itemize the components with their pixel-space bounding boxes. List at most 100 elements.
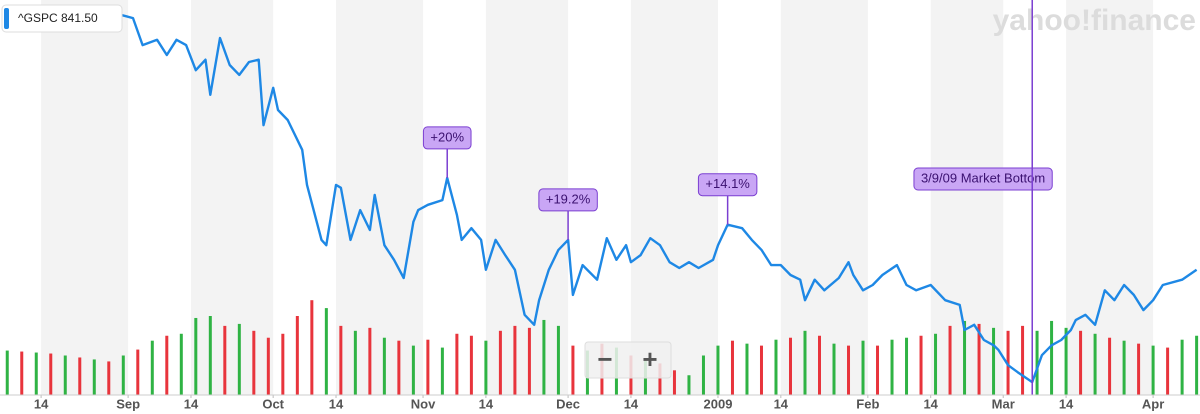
volume-bar — [730, 340, 734, 395]
volume-bar — [527, 327, 531, 395]
volume-bar — [948, 325, 952, 395]
background-stripe — [1066, 0, 1154, 395]
annotation-text: +20% — [430, 129, 464, 144]
volume-bar — [861, 340, 865, 395]
zoom-button[interactable]: − — [597, 344, 612, 374]
annotation: +20% — [422, 126, 472, 178]
volume-bar — [426, 339, 430, 395]
x-tick-label: Dec — [556, 396, 580, 411]
x-tick-label: Oct — [262, 396, 284, 411]
volume-bar — [295, 316, 299, 395]
zoom-panel — [584, 341, 672, 379]
volume-bar — [876, 345, 880, 395]
volume-bar — [905, 337, 909, 395]
volume-bar — [571, 345, 575, 395]
volume-bar — [20, 351, 24, 395]
volume-bar — [339, 325, 343, 395]
volume-bar — [1122, 340, 1126, 395]
volume-bar — [774, 339, 778, 395]
volume-bar — [208, 316, 212, 395]
zoom-button[interactable]: + — [642, 344, 657, 374]
background-stripe — [780, 0, 868, 395]
annotation: +14.1% — [697, 173, 758, 225]
volume-bar — [63, 355, 67, 395]
x-tick-label: 14 — [774, 396, 789, 411]
volume-bar — [440, 347, 444, 395]
volume-bar — [92, 359, 96, 395]
volume-bar — [266, 337, 270, 395]
volume-bar — [1195, 335, 1199, 395]
volume-bar — [223, 325, 227, 395]
volume-bar — [513, 325, 517, 395]
volume-bar — [78, 357, 82, 395]
volume-bar — [411, 345, 415, 395]
zoom-controls: − + — [584, 341, 672, 379]
volume-bar — [150, 340, 154, 395]
x-tick-label: Apr — [1142, 396, 1164, 411]
annotation-box — [913, 167, 1053, 191]
volume-bar — [368, 327, 372, 395]
volume-bar — [1093, 333, 1097, 395]
volume-bar — [469, 335, 473, 395]
volume-bar — [847, 345, 851, 395]
volume-bar — [34, 352, 38, 395]
background-stripe — [336, 0, 424, 395]
x-tick-label: Feb — [856, 396, 879, 411]
volume-bar — [919, 335, 923, 395]
legend-label: ^GSPC 841.50 — [18, 11, 98, 25]
volume-bar — [788, 337, 792, 395]
volume-bar — [310, 300, 314, 395]
volume-bar — [687, 375, 691, 395]
x-tick-label: 2009 — [704, 396, 733, 411]
x-tick-label: 14 — [479, 396, 494, 411]
legend-swatch — [4, 8, 9, 29]
volume-bar — [1180, 339, 1184, 395]
volume-bar — [556, 325, 560, 395]
volume-bar — [252, 330, 256, 395]
volume-bar — [281, 333, 285, 395]
volume-bar — [1035, 330, 1039, 395]
volume-bar — [382, 337, 386, 395]
volume-bar — [1151, 345, 1155, 395]
volume-bar — [237, 323, 241, 395]
background-stripe — [190, 0, 274, 395]
x-tick-label: 14 — [34, 396, 49, 411]
volume-bar — [324, 308, 328, 395]
volume-bar — [716, 345, 720, 395]
volume-bar — [107, 361, 111, 395]
x-tick-label: Mar — [992, 396, 1015, 411]
volume-bar — [672, 370, 676, 395]
volume-bar — [803, 330, 807, 395]
volume-bar — [194, 317, 198, 395]
annotation-text: 3/9/09 Market Bottom — [921, 170, 1045, 185]
legend-box — [1, 4, 123, 33]
volume-bar — [934, 333, 938, 395]
volume-bar — [1064, 327, 1068, 395]
volume-bar — [1108, 337, 1112, 395]
volume-bar — [1166, 347, 1170, 395]
x-tick-label: 14 — [329, 396, 344, 411]
volume-bar — [1050, 320, 1054, 395]
volume-bar — [179, 333, 183, 395]
annotation: +19.2% — [538, 188, 598, 240]
watermark: yahoo!finance — [993, 4, 1196, 37]
volume-bar — [890, 339, 894, 395]
volume-bar — [701, 355, 705, 395]
x-tick-label: Nov — [411, 396, 436, 411]
volume-bar — [353, 330, 357, 395]
volume-bar — [5, 350, 9, 395]
volume-bar — [1021, 325, 1025, 395]
volume-bar — [498, 330, 502, 395]
x-tick-label: 14 — [184, 396, 199, 411]
volume-bar — [1137, 343, 1141, 395]
volume-bar — [818, 335, 822, 395]
volume-bar — [455, 333, 459, 395]
volume-bar — [1079, 330, 1083, 395]
volume-bar — [121, 355, 125, 395]
background-stripe — [630, 0, 718, 395]
volume-bar — [397, 340, 401, 395]
annotation-text: +14.1% — [705, 176, 750, 191]
x-tick-label: 14 — [1059, 396, 1074, 411]
volume-bar — [963, 320, 967, 395]
